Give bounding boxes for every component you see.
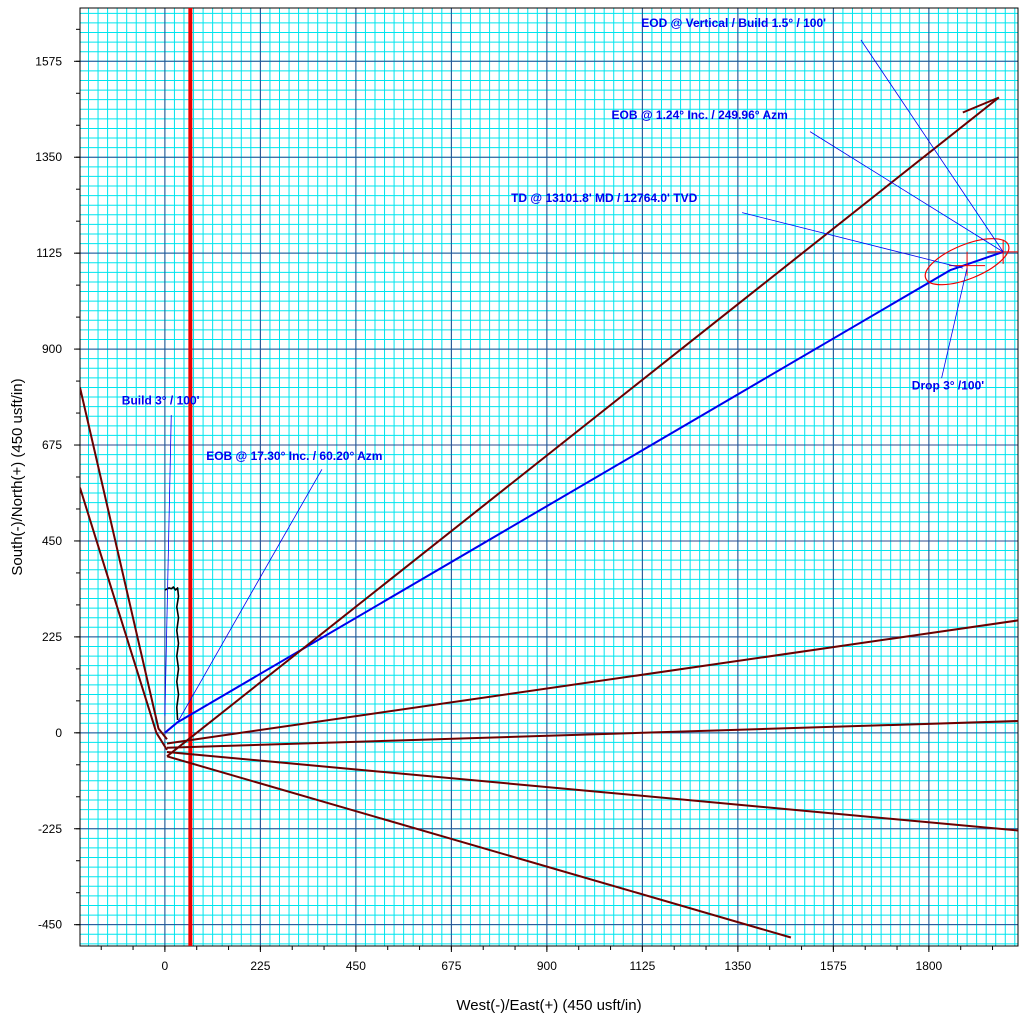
- annotation-leader: [860, 39, 1004, 253]
- annotations: EOD @ Vertical / Build 1.5° / 100' EOB @ …: [122, 16, 1004, 723]
- y-tick-label: -450: [38, 918, 62, 932]
- x-tick-label: 1575: [820, 959, 847, 973]
- plan-line: [164, 250, 1004, 734]
- offset-line: [80, 387, 168, 740]
- x-tick-label: 1800: [916, 959, 943, 973]
- y-tick-label: 1350: [35, 150, 62, 164]
- annotation-label: EOB @ 1.24° Inc. / 249.96° Azm: [612, 108, 788, 122]
- x-axis-title: West(-)/East(+) (450 usft/in): [456, 997, 641, 1014]
- annotation-label: Build 3° / 100': [122, 394, 200, 408]
- offset-line: [166, 96, 1000, 758]
- x-tick-label: 450: [346, 959, 366, 973]
- y-tick-label: 1575: [35, 54, 62, 68]
- annotation-label: EOD @ Vertical / Build 1.5° / 100': [641, 16, 826, 30]
- annotation-leader: [941, 267, 968, 379]
- annotation-leader: [809, 131, 1004, 253]
- y-tick-label: -225: [38, 822, 62, 836]
- target-ellipse: [924, 238, 1010, 286]
- grid: [80, 8, 1018, 946]
- y-tick-label: 0: [55, 726, 62, 740]
- offset-line: [962, 96, 1000, 114]
- offset-line: [80, 487, 168, 751]
- x-tick-label: 225: [250, 959, 270, 973]
- plot-frame: [79, 7, 1019, 947]
- annotation-label: Drop 3° /100': [912, 379, 984, 393]
- offset-line: [166, 751, 1018, 832]
- x-tick-label: 900: [537, 959, 557, 973]
- offset-line: [166, 755, 792, 939]
- annotation-leader: [164, 415, 172, 716]
- well-paths: [80, 8, 1018, 946]
- annotation-leader: [177, 469, 323, 723]
- y-tick-label: 675: [42, 438, 62, 452]
- x-tick-label: 1350: [725, 959, 752, 973]
- offset-line: [166, 619, 1018, 745]
- annotation-leader: [742, 212, 963, 269]
- y-tick-label: 225: [42, 630, 62, 644]
- annotation-label: TD @ 13101.8' MD / 12764.0' TVD: [511, 191, 697, 205]
- axes: 0 225 450 675 900 1125 1350 1575 1800 -450 -225 0 22…: [35, 28, 994, 973]
- x-tick-label: 0: [162, 959, 169, 973]
- y-tick-label: 1125: [36, 246, 62, 260]
- y-axis-title: South(-)/North(+) (450 usft/in): [9, 378, 26, 575]
- y-tick-label: 450: [42, 534, 62, 548]
- y-tick-label: 900: [42, 342, 62, 356]
- annotation-label: EOB @ 17.30° Inc. / 60.20° Azm: [206, 449, 382, 463]
- offset-line: [166, 720, 1018, 749]
- actual-line: [164, 586, 180, 721]
- x-tick-label: 1125: [629, 959, 655, 973]
- x-tick-label: 675: [441, 959, 461, 973]
